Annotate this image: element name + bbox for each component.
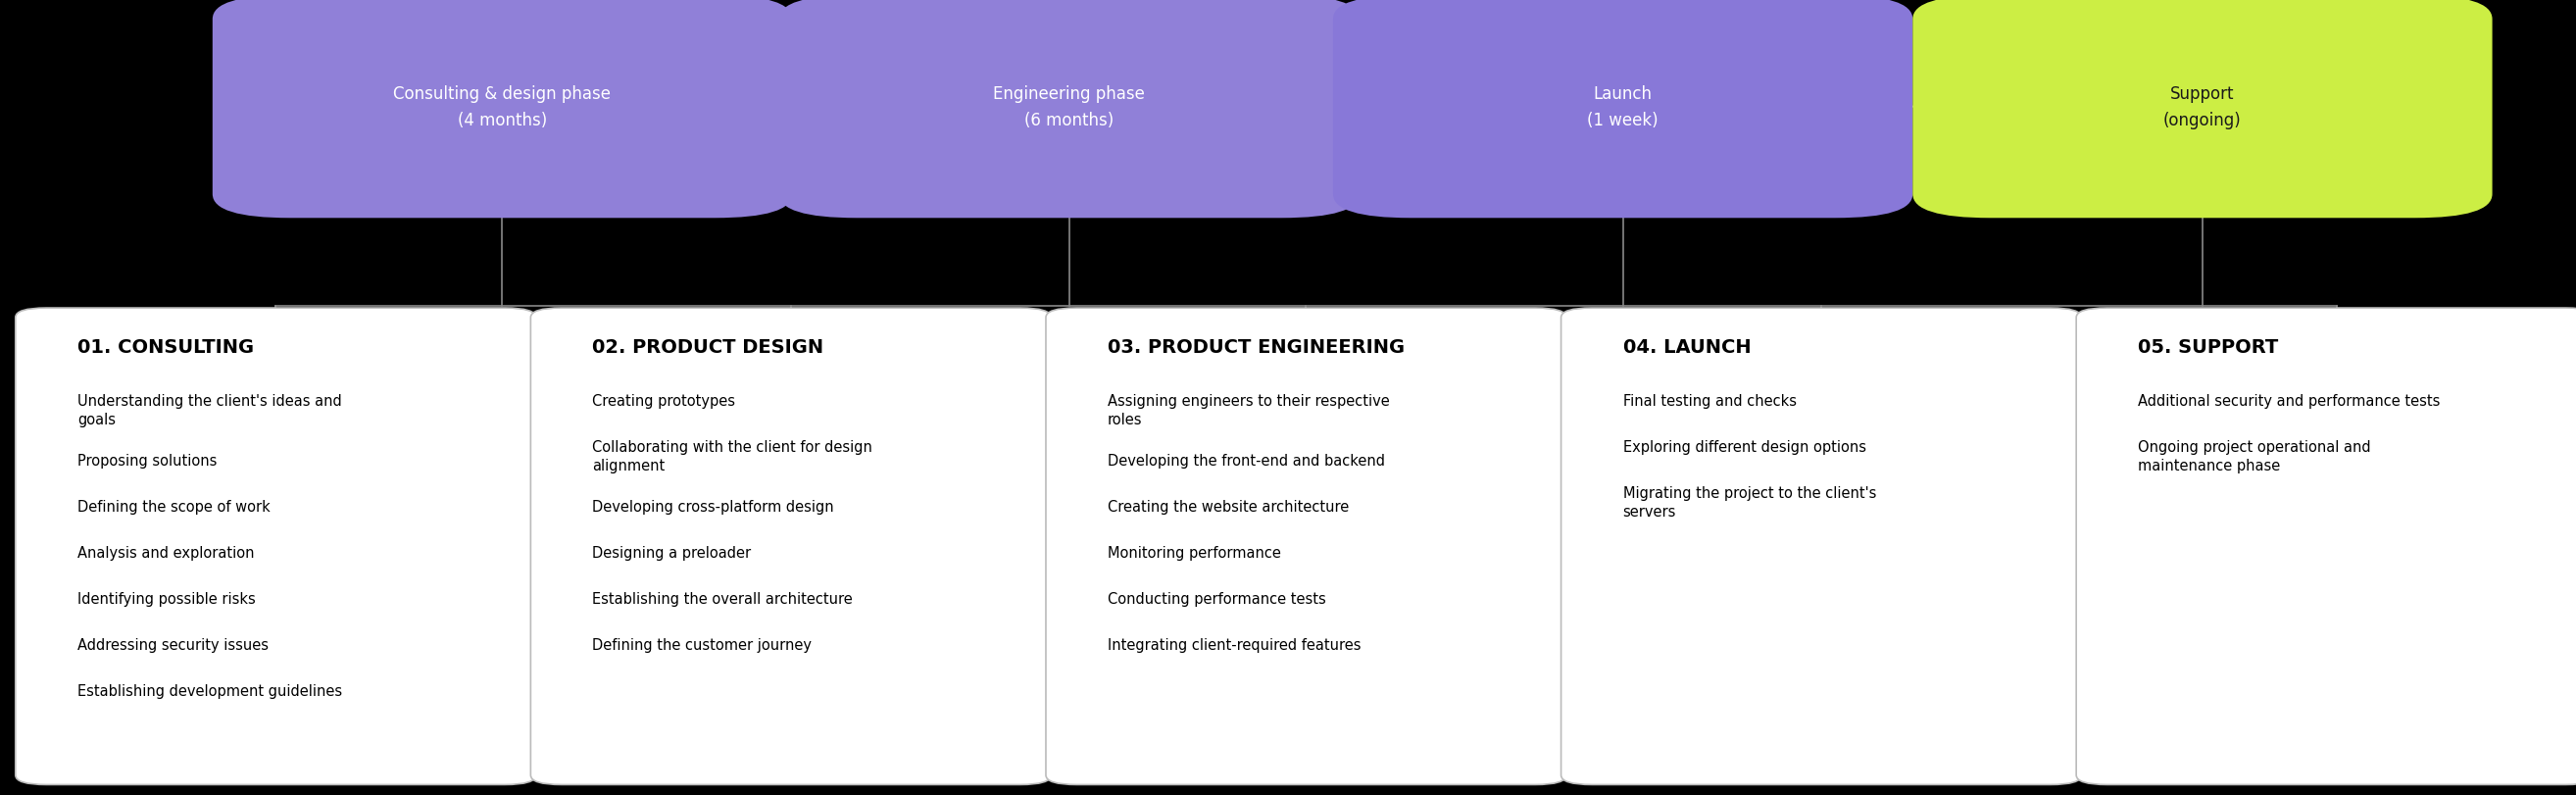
Text: Exploring different design options: Exploring different design options [1623,440,1865,454]
Text: Additional security and performance tests: Additional security and performance test… [2138,394,2439,408]
FancyBboxPatch shape [15,308,536,785]
Text: Addressing security issues: Addressing security issues [77,638,268,652]
Text: Assigning engineers to their respective
roles: Assigning engineers to their respective … [1108,394,1388,426]
FancyBboxPatch shape [1046,308,1566,785]
Text: 02. PRODUCT DESIGN: 02. PRODUCT DESIGN [592,338,824,356]
Text: Defining the customer journey: Defining the customer journey [592,638,811,652]
Text: Identifying possible risks: Identifying possible risks [77,591,255,606]
Text: 01. CONSULTING: 01. CONSULTING [77,338,255,356]
Text: Ongoing project operational and
maintenance phase: Ongoing project operational and maintena… [2138,440,2370,472]
Text: Launch
(1 week): Launch (1 week) [1587,86,1659,129]
FancyBboxPatch shape [1332,0,1911,219]
Text: Engineering phase
(6 months): Engineering phase (6 months) [994,86,1144,129]
Text: Developing cross-platform design: Developing cross-platform design [592,499,835,514]
Text: Collaborating with the client for design
alignment: Collaborating with the client for design… [592,440,873,472]
Text: Creating prototypes: Creating prototypes [592,394,737,408]
Text: Conducting performance tests: Conducting performance tests [1108,591,1327,606]
Text: 05. SUPPORT: 05. SUPPORT [2138,338,2280,356]
FancyBboxPatch shape [1911,0,2491,219]
Text: Final testing and checks: Final testing and checks [1623,394,1795,408]
Text: Establishing the overall architecture: Establishing the overall architecture [592,591,853,606]
Text: Monitoring performance: Monitoring performance [1108,545,1280,560]
Text: Creating the website architecture: Creating the website architecture [1108,499,1350,514]
Text: Establishing development guidelines: Establishing development guidelines [77,684,343,698]
FancyBboxPatch shape [778,0,1360,219]
Text: 04. LAUNCH: 04. LAUNCH [1623,338,1752,356]
Text: Proposing solutions: Proposing solutions [77,453,216,467]
Text: Migrating the project to the client's
servers: Migrating the project to the client's se… [1623,486,1875,518]
Text: Defining the scope of work: Defining the scope of work [77,499,270,514]
Text: Integrating client-required features: Integrating client-required features [1108,638,1360,652]
Text: Developing the front-end and backend: Developing the front-end and backend [1108,453,1386,467]
Text: Support
(ongoing): Support (ongoing) [2164,86,2241,129]
Text: 03. PRODUCT ENGINEERING: 03. PRODUCT ENGINEERING [1108,338,1404,356]
Text: Analysis and exploration: Analysis and exploration [77,545,255,560]
Text: Consulting & design phase
(4 months): Consulting & design phase (4 months) [394,86,611,129]
Text: Designing a preloader: Designing a preloader [592,545,752,560]
Text: Understanding the client's ideas and
goals: Understanding the client's ideas and goa… [77,394,343,426]
FancyBboxPatch shape [2076,308,2576,785]
FancyBboxPatch shape [211,0,793,219]
FancyBboxPatch shape [1561,308,2081,785]
FancyBboxPatch shape [531,308,1051,785]
